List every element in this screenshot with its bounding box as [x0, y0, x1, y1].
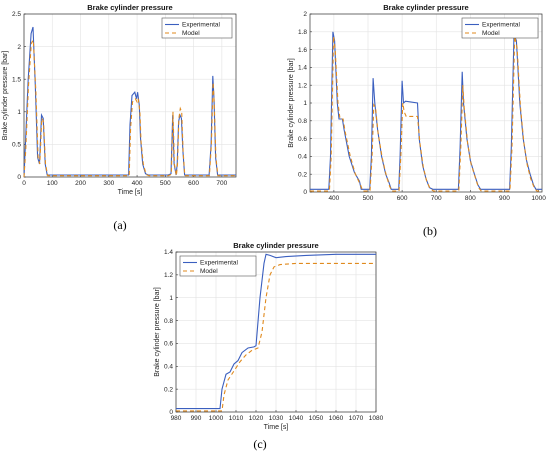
y-tick-label: 1.4: [298, 65, 307, 72]
y-tick-label: 2.5: [12, 11, 21, 18]
y-tick-label: 2: [303, 11, 307, 18]
x-tick-label: 1000: [209, 415, 224, 422]
legend-box: [461, 17, 539, 39]
y-tick-label: 0: [303, 189, 307, 196]
y-tick-label: 0.6: [164, 341, 173, 348]
x-tick-label: 990: [191, 415, 202, 422]
legend-label-experimental: Experimental: [182, 22, 220, 29]
x-tick-label: 700: [431, 195, 442, 202]
x-tick-label: 600: [397, 195, 408, 202]
chart-c: Brake cylinder pressure 980 990 1000 1010 102…: [138, 238, 388, 441]
y-axis-label: Brake cylinder pressure [bar]: [2, 51, 9, 141]
y-tick-label: 2: [17, 44, 21, 51]
axes-box: [309, 13, 543, 193]
y-tick-label: 1.4: [164, 249, 173, 256]
x-tick-label: 1060: [329, 415, 344, 422]
x-tick-label: 100: [47, 180, 58, 187]
y-tick-label: 0.2: [298, 171, 307, 178]
legend-box: [179, 255, 257, 277]
x-tick-label: 1020: [249, 415, 264, 422]
axes-box: [175, 251, 377, 413]
x-tick-label: 0: [22, 180, 26, 187]
y-tick-label: 1.2: [298, 82, 307, 89]
x-tick-label: 900: [499, 195, 510, 202]
y-tick-label: 1: [303, 100, 307, 107]
y-tick-label: 1.5: [12, 76, 21, 83]
y-tick-label: 1: [169, 295, 173, 302]
y-tick-label: 0.8: [164, 318, 173, 325]
x-tick-label: 1070: [349, 415, 364, 422]
caption-b: (b): [423, 224, 437, 238]
plot-area: [24, 14, 236, 177]
y-tick-label: 0.5: [12, 142, 21, 149]
legend-box: [161, 17, 233, 39]
series-line-model: [310, 36, 542, 192]
chart-b-svg: Brake cylinder pressure 400 500 600 700 800 90…: [288, 3, 546, 202]
legend-label-model: Model: [200, 268, 218, 275]
y-tick-label: 1.8: [298, 29, 307, 36]
y-tick-label: 0.2: [164, 386, 173, 393]
x-tick-label: 700: [216, 180, 227, 187]
chart-a: Brake cylinder pressure 0 100 200 300 400 500 6…: [0, 0, 250, 205]
x-tick-label: 500: [363, 195, 374, 202]
chart-title: Brake cylinder pressure: [233, 241, 318, 250]
x-tick-label: 200: [75, 180, 86, 187]
x-tick-label: 1080: [369, 415, 384, 422]
y-tick-label: 0.4: [298, 154, 307, 161]
y-axis-label: Brake cylinder pressure [bar]: [154, 287, 161, 377]
y-tick-label: 1: [17, 109, 21, 116]
series-line-experimental: [310, 31, 542, 190]
y-tick-label: 0.4: [164, 363, 173, 370]
x-tick-label: 980: [171, 415, 182, 422]
chart-title: Brake cylinder pressure: [87, 3, 172, 12]
x-tick-label: 500: [160, 180, 171, 187]
x-tick-label: 1000: [531, 195, 546, 202]
y-axis-label: Brake cylinder pressure [bar]: [288, 58, 295, 148]
x-tick-label: 400: [132, 180, 143, 187]
chart-title: Brake cylinder pressure: [383, 3, 468, 12]
legend-label-model: Model: [482, 30, 500, 37]
axes-box: [23, 13, 237, 178]
legend-label-model: Model: [182, 30, 200, 37]
series-line-model: [176, 262, 376, 412]
x-tick-label: 1010: [229, 415, 244, 422]
x-tick-label: 600: [188, 180, 199, 187]
caption-c: (c): [253, 437, 267, 451]
series-line-experimental: [176, 253, 376, 410]
series-line-model: [23, 38, 236, 178]
chart-b: Brake cylinder pressure 400 500 600 700 800 90…: [280, 0, 550, 213]
y-tick-label: 1.6: [298, 47, 307, 54]
x-tick-label: 1050: [309, 415, 324, 422]
y-tick-label: 0.8: [298, 118, 307, 125]
x-tick-label: 1040: [289, 415, 304, 422]
x-tick-label: 300: [103, 180, 114, 187]
x-axis-label: Time [s]: [264, 424, 289, 431]
y-tick-label: 1.2: [164, 272, 173, 279]
legend-label-experimental: Experimental: [200, 260, 238, 267]
x-tick-label: 400: [328, 195, 339, 202]
chart-c-svg: Brake cylinder pressure 980 990 1000 1010 102…: [154, 241, 384, 431]
y-tick-label: 0: [169, 409, 173, 416]
legend-label-experimental: Experimental: [482, 22, 520, 29]
chart-a-svg: Brake cylinder pressure 0 100 200 300 400 500 6…: [2, 3, 237, 196]
x-axis-label: Time [s]: [118, 189, 143, 196]
caption-a: (a): [113, 218, 127, 232]
y-tick-label: 0.6: [298, 136, 307, 143]
x-tick-label: 800: [465, 195, 476, 202]
y-tick-label: 0: [17, 174, 21, 181]
x-tick-label: 1030: [269, 415, 284, 422]
